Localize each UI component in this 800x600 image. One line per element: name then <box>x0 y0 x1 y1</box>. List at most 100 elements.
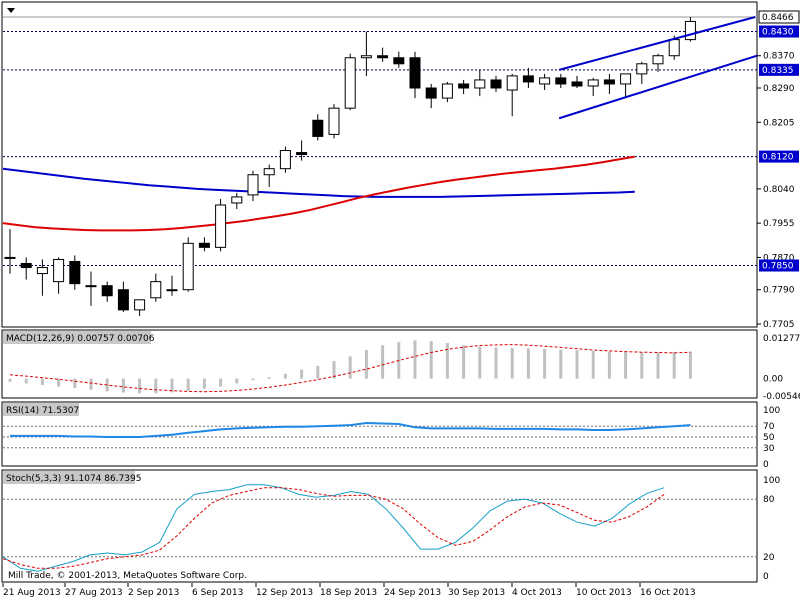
candle <box>603 73 615 95</box>
macd-histogram-bar <box>121 378 125 393</box>
macd-histogram-bar <box>607 351 611 379</box>
rsi-tick-label: 100 <box>763 406 780 416</box>
candle-bull-body <box>85 285 97 288</box>
price-tick-label: 0.8290 <box>763 84 795 94</box>
price-panel[interactable]: 0.8370 0.8290 0.8205 0.8040 0.7955 0.7870 0.77… <box>1 1 800 330</box>
candle-bear-body <box>393 57 405 65</box>
candle <box>458 79 470 95</box>
candle <box>506 73 518 117</box>
candle <box>377 47 389 62</box>
candle <box>312 114 324 141</box>
candle-bull-body <box>474 79 486 89</box>
candle-bull-body <box>539 77 551 85</box>
time-tick-label: 10 Oct 2013 <box>576 588 632 598</box>
time-tick-label: 30 Sep 2013 <box>448 588 505 598</box>
macd-histogram-bar <box>8 378 12 382</box>
macd-histogram-bar <box>202 378 206 389</box>
candle-bull-body <box>360 55 372 59</box>
candle <box>441 81 453 103</box>
candle <box>231 192 243 210</box>
candle <box>85 271 97 306</box>
time-tick-label: 2 Sep 2013 <box>128 588 179 598</box>
candle <box>490 75 502 93</box>
macd-histogram-bar <box>688 351 692 379</box>
candle <box>393 51 405 68</box>
candle-bear-body <box>555 77 567 85</box>
candle <box>36 259 48 296</box>
candle <box>296 140 308 161</box>
candle <box>425 83 437 109</box>
price-tick-label: 0.8205 <box>763 118 795 128</box>
candle-bull-body <box>587 79 599 87</box>
time-tick-label: 12 Sep 2013 <box>256 588 313 598</box>
candle-bull-body <box>166 289 178 292</box>
time-axis: 21 Aug 2013 27 Aug 2013 2 Sep 2013 6 Sep 20… <box>2 583 696 598</box>
candle-bear-body <box>425 87 437 99</box>
macd-histogram-bar <box>510 348 514 379</box>
candle-bull-body <box>150 281 162 299</box>
price-tick-label: 0.7955 <box>763 219 795 229</box>
macd-histogram-bar <box>332 361 336 379</box>
macd-histogram-bar <box>526 348 530 379</box>
macd-signal-line <box>9 344 691 393</box>
macd-panel[interactable]: MACD(12,26,9) 0.00757 0.00706 0.012770.0… <box>1 329 800 402</box>
macd-histogram-bar <box>24 378 28 384</box>
time-tick-label: 6 Sep 2013 <box>192 588 243 598</box>
price-level-label: 0.7850 <box>762 262 794 272</box>
candle <box>182 237 194 292</box>
stoch-signal-line <box>2 487 665 569</box>
candle-bear-body <box>69 260 81 285</box>
price-level-badge <box>759 259 799 272</box>
macd-legend-bg <box>3 331 151 344</box>
macd-tick-label: 0.00 <box>763 375 783 385</box>
dropdown-arrow-icon[interactable] <box>7 8 15 13</box>
macd-histogram-bar <box>640 352 644 379</box>
rsi-panel-frame <box>1 401 758 467</box>
macd-histogram-bar <box>40 378 44 385</box>
candle-bear-body <box>101 285 113 297</box>
macd-histogram-bar <box>348 356 352 379</box>
candle <box>555 73 567 89</box>
candle-bull-body <box>247 174 259 196</box>
current-price-label: 0.8466 <box>762 13 794 23</box>
channel-upper-line <box>558 16 756 71</box>
candles <box>4 17 696 316</box>
candle <box>474 69 486 97</box>
rsi-legend-bg <box>3 403 79 416</box>
candle <box>134 299 146 316</box>
candle-bull-body <box>344 57 356 109</box>
price-level-badge <box>759 63 799 76</box>
candle-bull-body <box>636 63 648 75</box>
price-panel-frame <box>1 1 758 328</box>
price-tick-label: 0.7870 <box>763 253 795 263</box>
stoch-tick-label: 20 <box>763 553 775 563</box>
candle <box>522 67 534 89</box>
time-tick-label: 27 Aug 2013 <box>65 588 123 598</box>
current-price-badge <box>758 10 800 24</box>
candle-bear-body <box>377 55 389 59</box>
candle-bear-body <box>409 57 421 89</box>
ma-fast-line <box>2 155 635 232</box>
macd-histogram-bar <box>154 378 158 394</box>
price-level-label: 0.8335 <box>762 66 794 76</box>
price-level-badge <box>759 25 799 38</box>
candle <box>69 255 81 290</box>
trend-channel[interactable] <box>558 16 758 120</box>
stoch-legend-bg <box>3 471 135 484</box>
candle <box>652 53 664 72</box>
candle-bear-body <box>522 75 534 83</box>
macd-histogram-bar <box>429 341 433 379</box>
stoch-main-line <box>2 484 665 572</box>
candle <box>101 281 113 302</box>
candle-bear-body <box>490 79 502 89</box>
candle <box>117 281 129 312</box>
candle-bull-body <box>231 196 243 204</box>
stoch-series <box>2 484 757 572</box>
candle <box>360 31 372 76</box>
macd-legend: MACD(12,26,9) 0.00757 0.00706 <box>6 334 155 344</box>
stoch-panel[interactable]: Stoch(5,3,3) 91.1074 86.7395 100 80 20 0 Mi… <box>1 469 780 583</box>
price-tick-label: 0.8370 <box>763 52 795 62</box>
